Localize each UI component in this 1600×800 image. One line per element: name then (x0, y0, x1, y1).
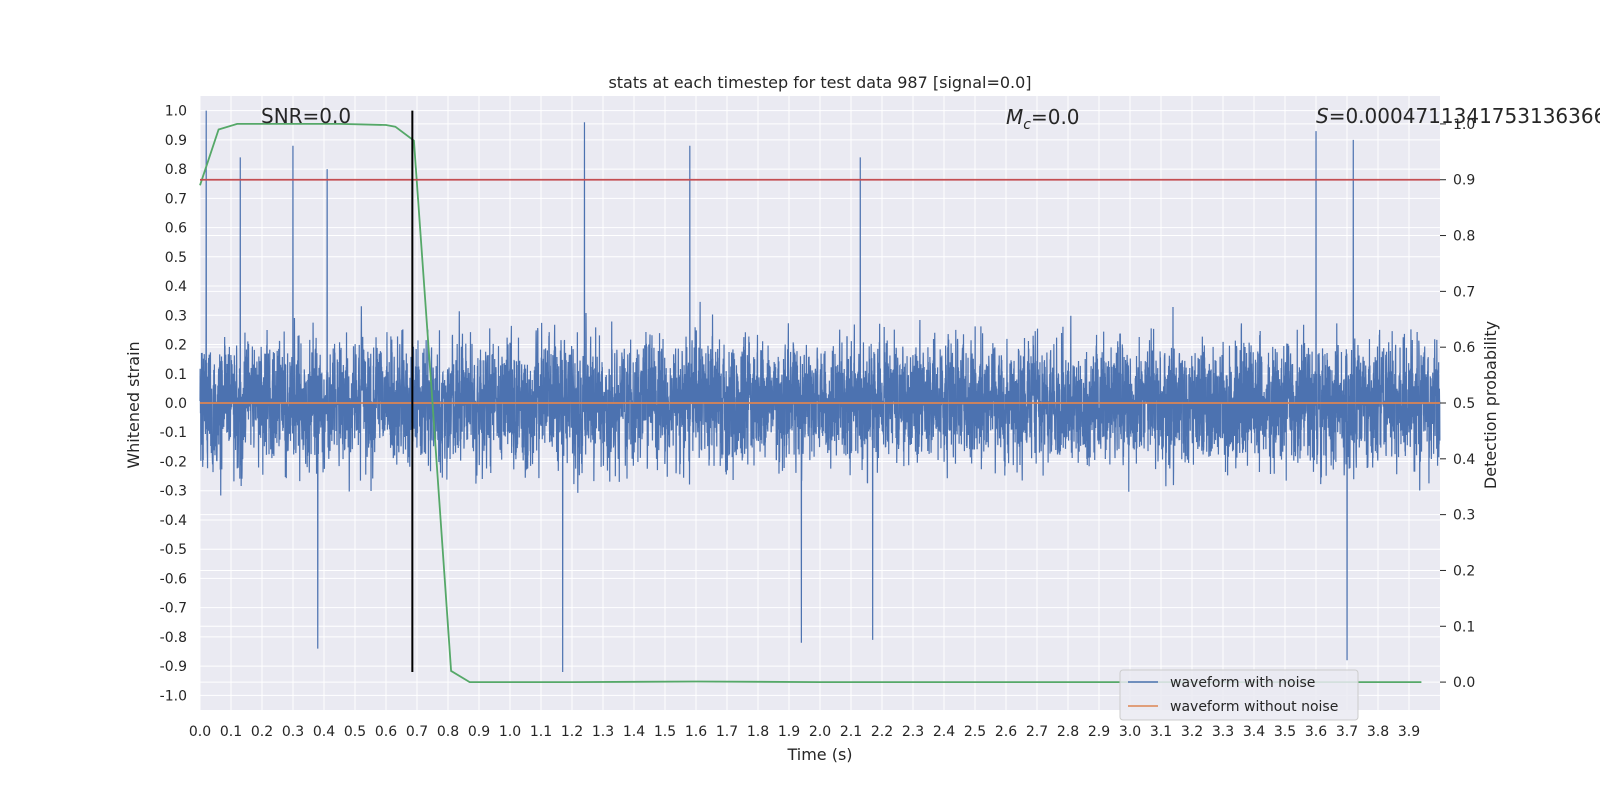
x-tick-label: 3.6 (1305, 724, 1327, 740)
x-tick-label: 0.7 (406, 724, 428, 740)
x-tick-label: 2.8 (1057, 724, 1079, 740)
x-tick-label: 3.4 (1243, 724, 1265, 740)
y-left-tick-label: -0.3 (160, 484, 187, 500)
snr-annotation: SNR=0.0 (261, 104, 351, 128)
y-right-tick-label: 0.6 (1453, 340, 1475, 356)
x-tick-label: 2.4 (933, 724, 955, 740)
y-left-tick-label: 0.0 (165, 396, 187, 412)
y-right-tick-label: 0.5 (1453, 396, 1475, 412)
x-tick-label: 2.3 (902, 724, 924, 740)
legend-label-noise: waveform with noise (1170, 675, 1315, 691)
y-right-tick-label: 0.8 (1453, 229, 1475, 245)
series-layer (199, 110, 1440, 683)
legend-label-clean: waveform without noise (1170, 699, 1338, 715)
x-tick-label: 0.3 (282, 724, 304, 740)
y-right-tick-label: 0.2 (1453, 563, 1475, 579)
x-tick-label: 3.5 (1274, 724, 1296, 740)
x-tick-label: 1.0 (499, 724, 521, 740)
y-left-tick-label: 1.0 (165, 104, 187, 120)
y-left-tick-label: 0.3 (165, 308, 187, 324)
y-left-tick-label: 0.5 (165, 250, 187, 266)
y-axis-left-label: Whitened strain (124, 341, 143, 468)
y-left-tick-label: 0.4 (165, 279, 187, 295)
x-tick-label: 1.8 (747, 724, 769, 740)
legend-box (1119, 669, 1359, 721)
x-tick-label: 3.2 (1181, 724, 1203, 740)
mc-annotation: Mc=0.0 (1006, 105, 1080, 133)
y-right-tick-label: 0.7 (1453, 284, 1475, 300)
y-left-tick-label: -0.6 (160, 571, 187, 587)
y-right-tick-label: 0.3 (1453, 508, 1475, 524)
y-left-tick-label: 0.8 (165, 162, 187, 178)
x-tick-label: 2.2 (871, 724, 893, 740)
x-axis-label: Time (s) (786, 745, 852, 764)
x-tick-label: 0.1 (220, 724, 242, 740)
x-tick-label: 1.3 (592, 724, 614, 740)
x-tick-label: 1.2 (561, 724, 583, 740)
noise-series (199, 110, 1441, 672)
y-right-tick-label: 0.9 (1453, 173, 1475, 189)
x-tick-label: 3.8 (1367, 724, 1389, 740)
y-right-tick-label: 1.0 (1453, 117, 1475, 133)
y-axis-left-ticks: 1.0 0.9 0.8 0.7 0.6 0.5 0.4 0.3 0.2 0.1 0.0 -0.1 -0.… (160, 104, 187, 705)
y-right-tick-label: 0.0 (1453, 675, 1475, 691)
y-left-tick-label: -0.5 (160, 542, 187, 558)
x-tick-label: 0.9 (468, 724, 490, 740)
y-right-tick-label: 0.1 (1453, 619, 1475, 635)
y-left-tick-label: 0.9 (165, 133, 187, 149)
x-tick-label: 3.0 (1119, 724, 1141, 740)
x-tick-label: 3.7 (1336, 724, 1358, 740)
x-tick-label: 1.4 (623, 724, 645, 740)
x-tick-label: 0.5 (344, 724, 366, 740)
mc-symbol: M (1006, 105, 1023, 129)
x-tick-label: 2.7 (1026, 724, 1048, 740)
y-left-tick-label: -0.7 (160, 601, 187, 617)
x-tick-label: 3.9 (1398, 724, 1420, 740)
legend: waveform with noise waveform without noi… (1119, 669, 1359, 721)
chart-title: stats at each timestep for test data 987… (608, 73, 1031, 92)
x-tick-label: 3.1 (1150, 724, 1172, 740)
y-axis-right-ticks: 1.0 0.9 0.8 0.7 0.6 0.5 0.4 0.3 0.2 0.1 0.0 (1440, 117, 1475, 691)
x-tick-label: 2.6 (995, 724, 1017, 740)
y-left-tick-label: -0.1 (160, 425, 187, 441)
y-left-tick-label: -0.8 (160, 630, 187, 646)
x-tick-label: 1.1 (530, 724, 552, 740)
x-tick-label: 0.2 (251, 724, 273, 740)
y-left-tick-label: 0.2 (165, 338, 187, 354)
x-tick-label: 2.9 (1088, 724, 1110, 740)
y-left-tick-label: -1.0 (160, 688, 187, 704)
s-annotation: S=0.0004711341753136366 (1316, 104, 1600, 128)
x-tick-label: 0.0 (189, 724, 211, 740)
series-line-waveform-with-noise (199, 110, 1441, 672)
mc-value: =0.0 (1031, 105, 1080, 129)
x-tick-label: 0.8 (437, 724, 459, 740)
s-symbol: S (1316, 104, 1329, 128)
x-tick-label: 1.9 (778, 724, 800, 740)
x-tick-label: 2.0 (809, 724, 831, 740)
y-right-tick-label: 0.4 (1453, 452, 1475, 468)
x-tick-label: 1.7 (716, 724, 738, 740)
y-left-tick-label: -0.9 (160, 659, 187, 675)
y-left-tick-label: -0.4 (160, 513, 187, 529)
x-tick-label: 0.4 (313, 724, 335, 740)
x-tick-label: 1.5 (654, 724, 676, 740)
x-tick-label: 3.3 (1212, 724, 1234, 740)
s-value: =0.0004711341753136366 (1329, 104, 1600, 128)
x-axis-ticks: 0.0 0.1 0.2 0.3 0.4 0.5 0.6 0.7 0.8 0.9 1.0 1.1 1.2 1… (189, 724, 1420, 740)
x-tick-label: 0.6 (375, 724, 397, 740)
y-left-tick-label: 0.7 (165, 191, 187, 207)
mc-subscript: c (1023, 117, 1031, 133)
y-axis-right-label: Detection probability (1481, 321, 1500, 489)
y-left-tick-label: 0.1 (165, 367, 187, 383)
y-left-tick-label: 0.6 (165, 221, 187, 237)
x-tick-label: 2.5 (964, 724, 986, 740)
x-tick-label: 1.6 (685, 724, 707, 740)
x-tick-label: 2.1 (840, 724, 862, 740)
y-left-tick-label: -0.2 (160, 454, 187, 470)
series-line-detection-probability (199, 123, 1422, 683)
